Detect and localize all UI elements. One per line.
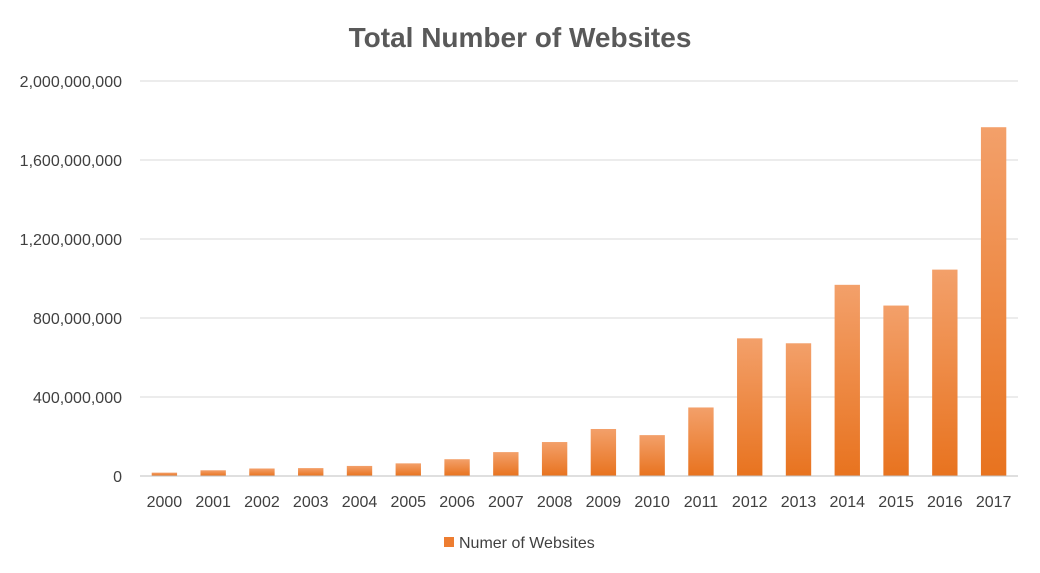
bar-2007 [493,452,519,476]
x-tick-label: 2001 [195,494,231,511]
y-tick-label: 2,000,000,000 [20,74,122,91]
bar-2014 [834,284,860,476]
bar-2003 [298,468,324,476]
bar-series [151,127,1007,476]
bar-2013 [785,343,812,476]
bar-2015 [883,305,909,476]
legend-swatch [444,537,454,547]
x-tick-label: 2014 [829,494,865,511]
bar-2016 [932,269,958,476]
bar-2006 [444,459,470,476]
x-tick-label: 2006 [439,494,475,511]
y-tick-label: 1,600,000,000 [20,153,122,170]
bar-2010 [639,435,665,476]
x-tick-label: 2009 [586,494,622,511]
x-tick-label: 2013 [781,494,817,511]
x-tick-label: 2012 [732,494,768,511]
x-tick-label: 2000 [147,494,183,511]
bar-2001 [200,470,226,476]
y-tick-label: 800,000,000 [33,311,122,328]
bar-2002 [249,468,275,476]
x-tick-label: 2005 [390,494,426,511]
x-tick-label: 2011 [684,494,719,511]
bar-2011 [688,407,714,476]
x-tick-label: 2007 [488,494,524,511]
bar-2005 [395,463,421,476]
bar-2009 [590,428,617,476]
chart-title: Total Number of Websites [349,22,692,53]
bar-2017 [980,127,1007,476]
x-tick-label: 2008 [537,494,573,511]
y-tick-label: 0 [113,469,122,486]
x-tick-label: 2016 [927,494,963,511]
y-tick-label: 400,000,000 [33,390,122,407]
bar-2012 [737,338,763,476]
x-tick-label: 2003 [293,494,329,511]
legend-label: Numer of Websites [459,535,595,552]
y-tick-label: 1,200,000,000 [20,232,122,249]
x-tick-label: 2017 [976,494,1012,511]
bar-2004 [346,465,373,476]
x-tick-label: 2010 [634,494,670,511]
bar-2008 [541,442,568,476]
x-tick-label: 2004 [342,494,378,511]
y-axis: 0 400,000,000 800,000,000 1,200,000,000 1,60… [20,74,122,486]
x-axis: 2000 2001 2002 2003 2004 2005 2006 2007 2008 2009… [140,475,1018,511]
legend: Numer of Websites [444,535,595,552]
x-tick-label: 2002 [244,494,280,511]
x-tick-label: 2015 [878,494,914,511]
bar-2000 [151,472,178,476]
